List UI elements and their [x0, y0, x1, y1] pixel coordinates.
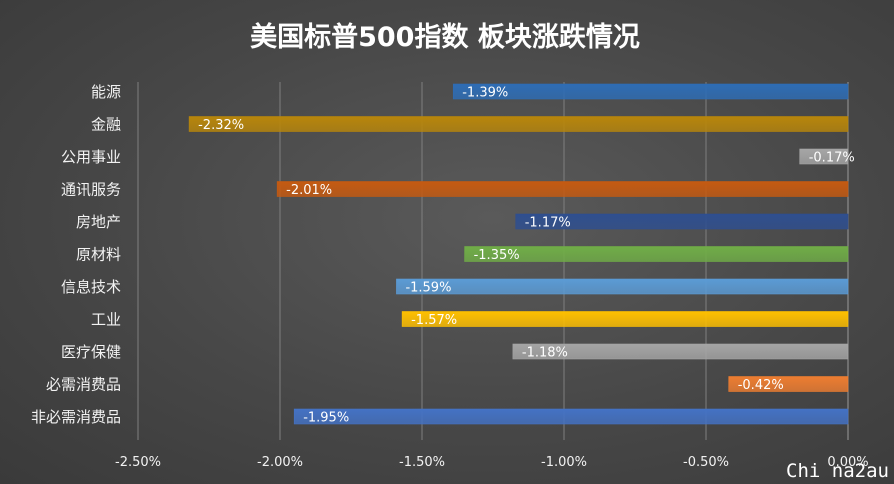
category-label: 非必需消费品 [31, 408, 121, 426]
x-tick-label: 0.00% [827, 455, 868, 470]
bar [464, 246, 849, 262]
data-label: -1.35% [474, 248, 520, 263]
category-label: 金融 [91, 116, 121, 134]
bar [396, 278, 849, 295]
category-label: 原材料 [76, 246, 121, 264]
category-label: 医疗保健 [61, 343, 121, 361]
x-axis-tick-labels: -2.50% -2.00% -1.50% -1.00% -0.50% 0.00% [115, 455, 869, 470]
x-tick-label: -0.50% [683, 455, 729, 470]
bar [799, 148, 849, 165]
data-label: -1.18% [522, 346, 568, 361]
data-labels: -1.39% -2.32% -0.17% -2.01% -1.17% -1.35% -1.5… [198, 86, 855, 426]
category-label: 必需消费品 [46, 376, 121, 394]
bar [401, 311, 849, 327]
bar [515, 213, 849, 230]
bar [293, 408, 849, 425]
category-label: 信息技术 [61, 278, 121, 296]
category-label: 公用事业 [61, 148, 121, 166]
data-label: -1.59% [405, 281, 451, 296]
category-label: 能源 [91, 83, 121, 101]
data-label: -2.32% [198, 118, 244, 133]
chart-title: 美国标普500指数 板块涨跌情况 [250, 21, 640, 53]
data-label: -1.95% [303, 411, 349, 426]
category-label: 通讯服务 [61, 181, 121, 199]
category-label: 工业 [91, 311, 121, 329]
bar [452, 83, 849, 100]
data-label: -1.57% [411, 313, 457, 328]
data-label: -2.01% [286, 183, 332, 198]
watermark: Chi na2au [786, 460, 889, 482]
data-label: -1.17% [525, 216, 571, 231]
bar [512, 343, 849, 360]
bars [188, 83, 849, 425]
data-label: -1.39% [462, 86, 508, 101]
bar [188, 116, 849, 132]
data-label: -0.42% [738, 378, 784, 393]
bar [728, 376, 849, 392]
category-label: 房地产 [76, 213, 121, 231]
data-label: -0.17% [809, 151, 855, 166]
x-tick-label: -1.50% [399, 455, 445, 470]
x-tick-label: -1.00% [541, 455, 587, 470]
x-tick-label: -2.00% [257, 455, 303, 470]
bar [276, 181, 849, 197]
x-tick-label: -2.50% [115, 455, 161, 470]
